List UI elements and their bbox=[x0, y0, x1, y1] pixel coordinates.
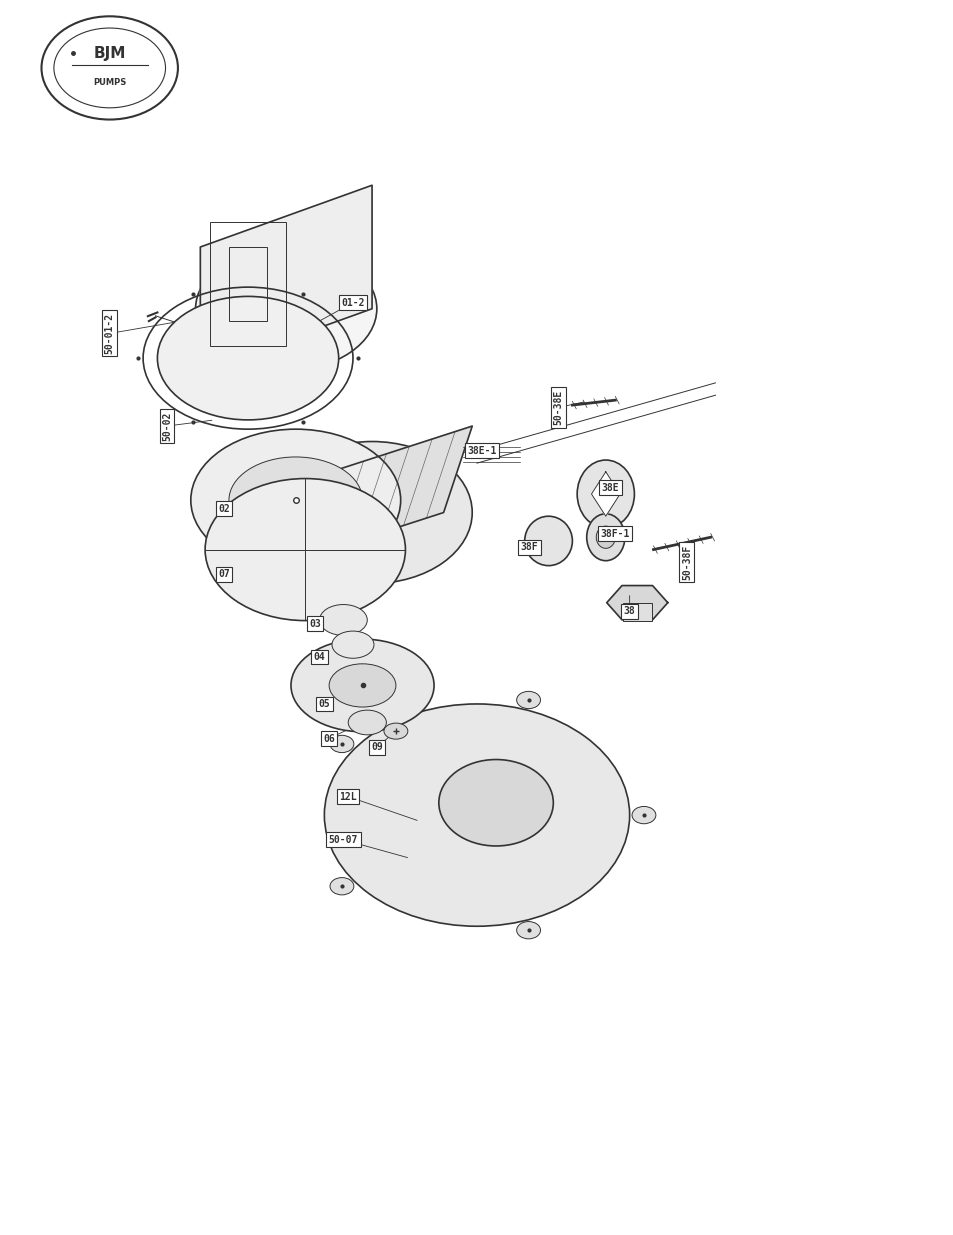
Ellipse shape bbox=[272, 441, 472, 583]
Text: 50-01-2: 50-01-2 bbox=[105, 312, 114, 354]
Text: 50-38E: 50-38E bbox=[553, 390, 562, 425]
Ellipse shape bbox=[157, 296, 338, 420]
Ellipse shape bbox=[332, 631, 374, 658]
Ellipse shape bbox=[577, 461, 634, 529]
Ellipse shape bbox=[191, 430, 400, 572]
Ellipse shape bbox=[586, 514, 624, 561]
Bar bbox=[229, 247, 267, 321]
Text: BJM: BJM bbox=[93, 46, 126, 61]
Bar bbox=[210, 222, 286, 346]
Text: 38E: 38E bbox=[601, 483, 618, 493]
Text: 04: 04 bbox=[314, 652, 325, 662]
Text: 12L: 12L bbox=[339, 792, 356, 802]
Text: 50-02: 50-02 bbox=[162, 411, 172, 441]
Text: 38: 38 bbox=[623, 606, 635, 616]
Ellipse shape bbox=[438, 760, 553, 846]
Text: 02: 02 bbox=[218, 504, 230, 514]
Ellipse shape bbox=[319, 605, 367, 636]
Polygon shape bbox=[591, 472, 619, 516]
Ellipse shape bbox=[291, 640, 434, 731]
Ellipse shape bbox=[517, 692, 540, 709]
Ellipse shape bbox=[596, 526, 615, 548]
Polygon shape bbox=[200, 185, 372, 370]
Text: 03: 03 bbox=[309, 619, 320, 629]
Text: 06: 06 bbox=[323, 734, 335, 743]
Bar bbox=[622, 603, 651, 621]
Text: 09: 09 bbox=[371, 742, 382, 752]
Ellipse shape bbox=[205, 478, 405, 620]
Ellipse shape bbox=[54, 28, 166, 107]
Ellipse shape bbox=[195, 247, 376, 370]
Text: 01-2: 01-2 bbox=[341, 298, 364, 308]
Text: 38F-1: 38F-1 bbox=[600, 529, 629, 538]
Text: 50-38F: 50-38F bbox=[681, 545, 691, 579]
Ellipse shape bbox=[383, 724, 407, 739]
Ellipse shape bbox=[517, 921, 540, 939]
Ellipse shape bbox=[229, 457, 362, 543]
Ellipse shape bbox=[330, 878, 354, 895]
Ellipse shape bbox=[329, 664, 395, 706]
Ellipse shape bbox=[42, 16, 177, 120]
Ellipse shape bbox=[631, 806, 655, 824]
Text: 07: 07 bbox=[218, 569, 230, 579]
Text: 05: 05 bbox=[318, 699, 330, 709]
Ellipse shape bbox=[324, 704, 629, 926]
Ellipse shape bbox=[524, 516, 572, 566]
Text: 50-07: 50-07 bbox=[329, 835, 357, 845]
Text: 38F: 38F bbox=[520, 542, 537, 552]
Ellipse shape bbox=[330, 735, 354, 752]
Text: PUMPS: PUMPS bbox=[93, 78, 126, 88]
Text: 38E-1: 38E-1 bbox=[467, 446, 496, 456]
Ellipse shape bbox=[348, 710, 386, 735]
Polygon shape bbox=[272, 426, 472, 568]
Polygon shape bbox=[606, 585, 667, 620]
